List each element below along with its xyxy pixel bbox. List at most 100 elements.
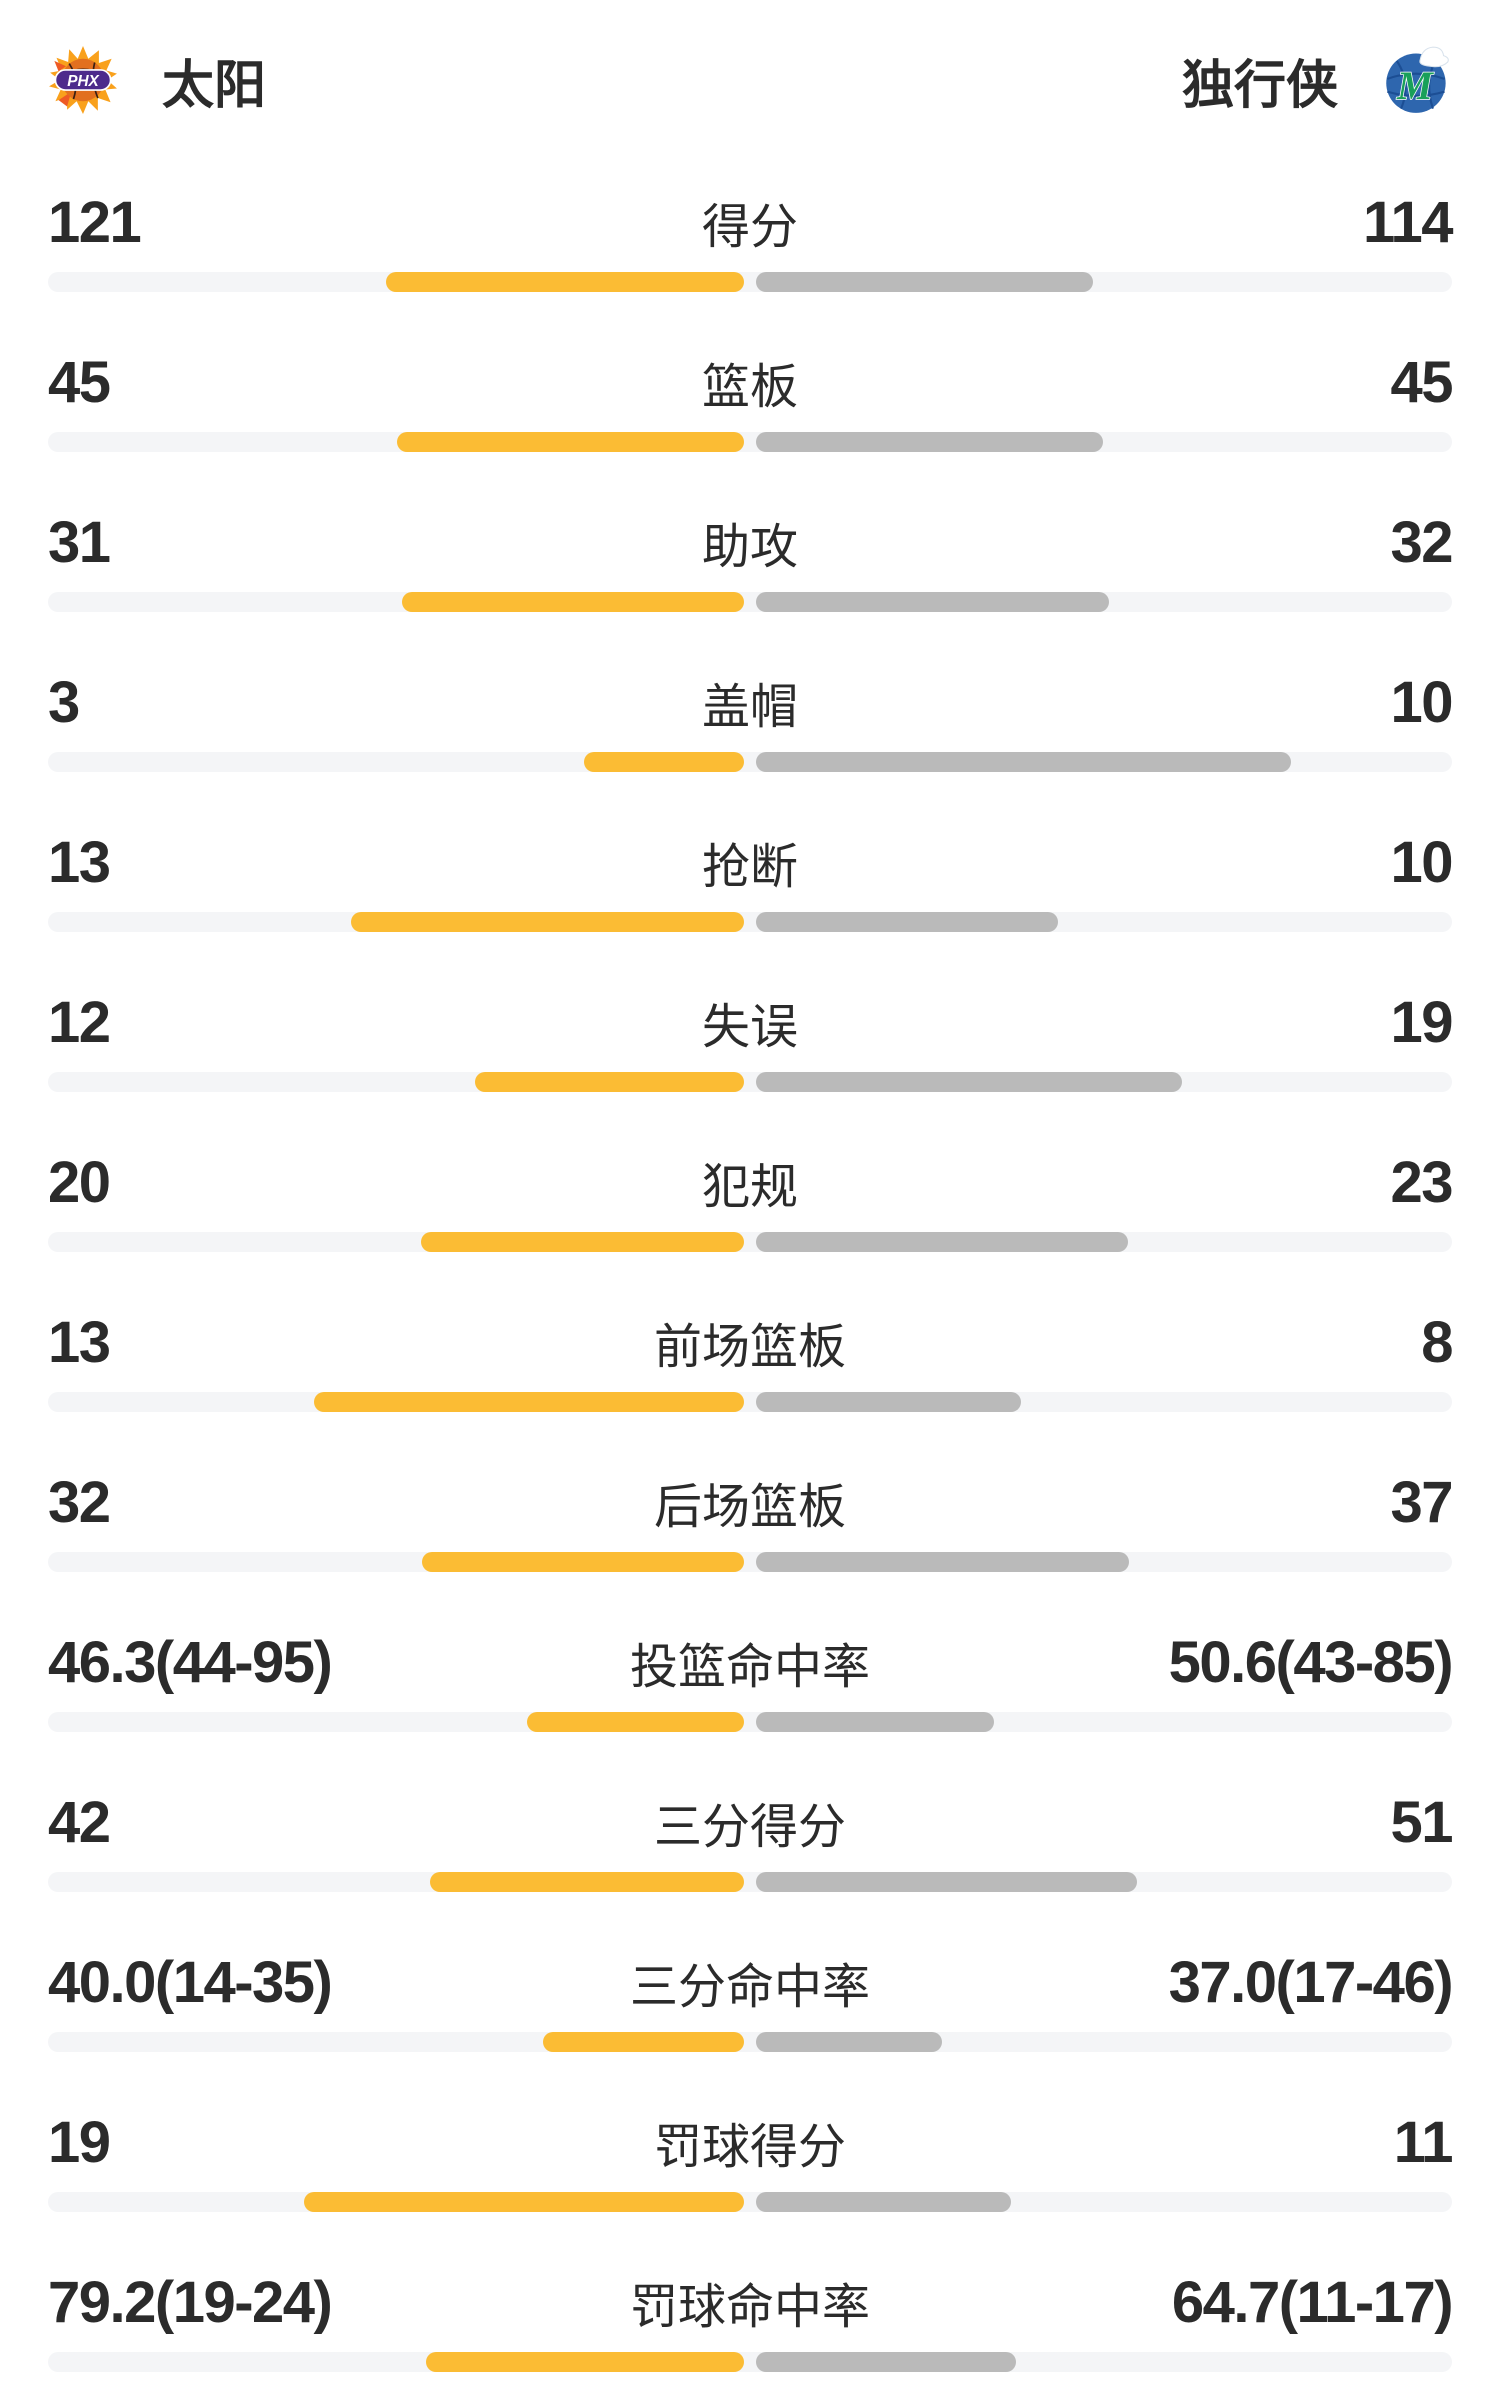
- right-team-bar: [756, 2352, 1017, 2372]
- right-team-stat-value: 45: [1390, 349, 1454, 415]
- left-team-stat-value: 42: [48, 1789, 111, 1855]
- mavericks-logo-icon: M: [1386, 46, 1449, 113]
- stat-label: 犯规: [702, 1161, 799, 1214]
- left-team-bar: [425, 2352, 744, 2372]
- stat-row-text: 13 抢断 10: [48, 800, 1454, 895]
- stat-row: 121 得分 114: [0, 160, 1500, 320]
- stat-label: 罚球命中率: [630, 2281, 871, 2334]
- stat-row: 20 犯规 23: [0, 1120, 1500, 1280]
- right-team-stat-value: 11: [1393, 2109, 1454, 2175]
- stat-bar-track: [48, 2032, 1452, 2052]
- stat-label: 三分命中率: [630, 1961, 871, 2014]
- left-team-stat-value: 121: [48, 189, 142, 255]
- left-team-stat-value: 13: [48, 1309, 111, 1375]
- right-team-bar: [756, 1552, 1129, 1572]
- svg-text:PHX: PHX: [67, 73, 100, 90]
- right-team-stat-value: 10: [1390, 829, 1454, 895]
- stat-row-text: 46.3(44-95) 投篮命中率 50.6(43-85): [48, 1600, 1454, 1695]
- stat-bar-track: [48, 2352, 1452, 2372]
- stat-bar-track: [48, 1712, 1452, 1732]
- right-team-name: 独行侠: [1181, 56, 1338, 115]
- stat-bar-track: [48, 592, 1452, 612]
- left-team-stat-value: 46.3(44-95): [48, 1629, 333, 1695]
- stat-bar-track: [48, 912, 1452, 932]
- stat-row: 13 前场篮板 8: [0, 1280, 1500, 1440]
- right-team-bar: [756, 752, 1291, 772]
- stat-bar-track: [48, 1872, 1452, 1892]
- stat-label: 前场篮板: [654, 1321, 847, 1374]
- stat-row-text: 19 罚球得分 11: [48, 2080, 1454, 2175]
- stat-label: 助攻: [702, 521, 799, 574]
- right-team-stat-value: 23: [1390, 1149, 1454, 1215]
- stat-row-text: 79.2(19-24) 罚球命中率 64.7(11-17): [48, 2240, 1454, 2335]
- right-team-stat-value: 10: [1390, 669, 1454, 735]
- stat-bar-track: [48, 1072, 1452, 1092]
- stat-bar-track: [48, 1552, 1452, 1572]
- left-team-stat-value: 31: [48, 509, 111, 575]
- right-team-stat-value: 32: [1390, 509, 1454, 575]
- stat-bar-track: [48, 752, 1452, 772]
- left-team-bar: [583, 752, 744, 772]
- right-team-stat-value: 8: [1421, 1309, 1453, 1375]
- stat-label: 篮板: [702, 361, 799, 414]
- right-team-bar: [756, 432, 1104, 452]
- stat-label: 投篮命中率: [630, 1641, 871, 1694]
- stat-label: 抢断: [702, 841, 799, 894]
- stat-bar-track: [48, 272, 1452, 292]
- left-team-stat-value: 20: [48, 1149, 111, 1215]
- left-team-bar: [474, 1072, 744, 1092]
- left-team-stat-value: 3: [48, 669, 80, 735]
- stat-label: 失误: [702, 1001, 799, 1054]
- right-team-bar: [756, 2192, 1011, 2212]
- right-team-bar: [756, 2032, 942, 2052]
- right-team-stat-value: 64.7(11-17): [1171, 2269, 1454, 2335]
- left-team-bar: [351, 912, 744, 932]
- stat-label: 后场篮板: [654, 1481, 847, 1534]
- right-team-bar: [756, 1232, 1128, 1252]
- right-team-bar: [756, 1072, 1182, 1092]
- left-team-bar: [526, 1712, 744, 1732]
- stat-row: 46.3(44-95) 投篮命中率 50.6(43-85): [0, 1600, 1500, 1760]
- right-team-bar: [756, 1392, 1021, 1412]
- stat-row-text: 40.0(14-35) 三分命中率 37.0(17-46): [48, 1920, 1454, 2015]
- left-team-bar: [303, 2192, 744, 2212]
- stat-bar-track: [48, 2192, 1452, 2212]
- stat-row: 45 篮板 45: [0, 320, 1500, 480]
- stat-row: 31 助攻 32: [0, 480, 1500, 640]
- left-team-bar: [386, 272, 744, 292]
- stat-row: 32 后场篮板 37: [0, 1440, 1500, 1600]
- stat-row-text: 13 前场篮板 8: [48, 1280, 1454, 1375]
- left-team-stat-value: 79.2(19-24): [48, 2269, 333, 2335]
- left-team-bar: [402, 592, 744, 612]
- right-team-bar: [756, 592, 1109, 612]
- stat-row: 3 盖帽 10: [0, 640, 1500, 800]
- left-team-stat-value: 45: [48, 349, 111, 415]
- left-team: PHX 太阳: [48, 43, 266, 118]
- right-team-stat-value: 19: [1390, 989, 1454, 1055]
- stat-row: 13 抢断 10: [0, 800, 1500, 960]
- right-team-stat-value: 114: [1362, 189, 1454, 255]
- right-team-stat-value: 50.6(43-85): [1168, 1629, 1454, 1695]
- left-team-name: 太阳: [162, 56, 267, 115]
- stat-row-text: 32 后场篮板 37: [48, 1440, 1454, 1535]
- stat-label: 得分: [702, 201, 799, 254]
- stat-row: 42 三分得分 51: [0, 1760, 1500, 1920]
- stat-row: 79.2(19-24) 罚球命中率 64.7(11-17): [0, 2240, 1500, 2400]
- stat-row-text: 20 犯规 23: [48, 1120, 1454, 1215]
- stat-bar-track: [48, 432, 1452, 452]
- left-team-bar: [396, 432, 744, 452]
- right-team-bar: [756, 272, 1094, 292]
- stat-row-text: 45 篮板 45: [48, 320, 1454, 415]
- left-team-bar: [543, 2032, 744, 2052]
- left-team-stat-value: 19: [48, 2109, 111, 2175]
- left-team-stat-value: 32: [48, 1469, 111, 1535]
- right-team-stat-value: 37: [1390, 1469, 1454, 1535]
- stat-row: 19 罚球得分 11: [0, 2080, 1500, 2240]
- stat-row-text: 31 助攻 32: [48, 480, 1454, 575]
- right-team: 独行侠 M: [1182, 43, 1452, 118]
- svg-text:M: M: [1396, 63, 1434, 108]
- left-team-stat-value: 12: [48, 989, 111, 1055]
- stats-comparison-list: 121 得分 114 45 篮板 45 31 助攻 32: [0, 160, 1500, 2400]
- left-team-stat-value: 13: [48, 829, 111, 895]
- left-team-bar: [313, 1392, 744, 1412]
